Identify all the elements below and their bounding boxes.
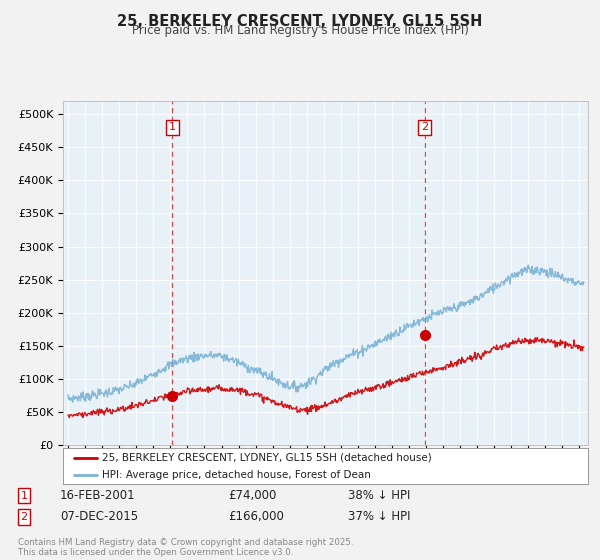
Text: 37% ↓ HPI: 37% ↓ HPI <box>348 510 410 524</box>
Text: 2: 2 <box>421 122 428 132</box>
Text: £74,000: £74,000 <box>228 489 277 502</box>
Text: Price paid vs. HM Land Registry's House Price Index (HPI): Price paid vs. HM Land Registry's House … <box>131 24 469 37</box>
Text: 07-DEC-2015: 07-DEC-2015 <box>60 510 138 524</box>
Text: Contains HM Land Registry data © Crown copyright and database right 2025.
This d: Contains HM Land Registry data © Crown c… <box>18 538 353 557</box>
Text: £166,000: £166,000 <box>228 510 284 524</box>
Text: HPI: Average price, detached house, Forest of Dean: HPI: Average price, detached house, Fore… <box>103 470 371 479</box>
Text: 16-FEB-2001: 16-FEB-2001 <box>60 489 136 502</box>
Text: 38% ↓ HPI: 38% ↓ HPI <box>348 489 410 502</box>
Text: 1: 1 <box>20 491 28 501</box>
Text: 1: 1 <box>169 122 176 132</box>
Text: 2: 2 <box>20 512 28 522</box>
Text: 25, BERKELEY CRESCENT, LYDNEY, GL15 5SH: 25, BERKELEY CRESCENT, LYDNEY, GL15 5SH <box>118 14 482 29</box>
Text: 25, BERKELEY CRESCENT, LYDNEY, GL15 5SH (detached house): 25, BERKELEY CRESCENT, LYDNEY, GL15 5SH … <box>103 453 432 463</box>
